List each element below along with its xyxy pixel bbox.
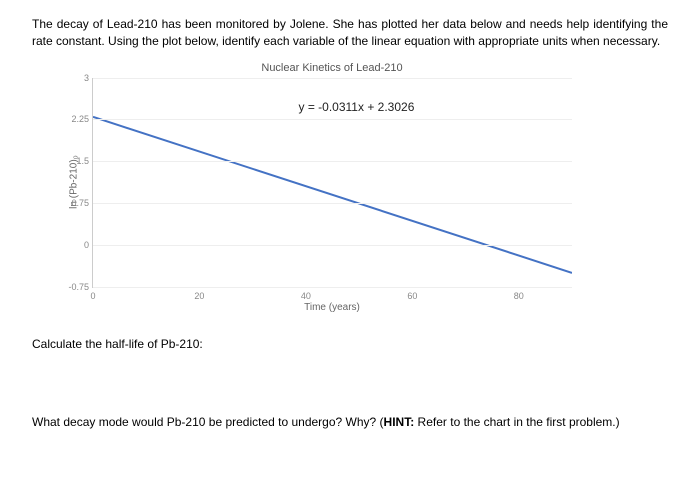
question-half-life: Calculate the half-life of Pb-210: <box>32 337 668 351</box>
y-tick-label: 2.25 <box>65 114 89 124</box>
problem-statement: The decay of Lead-210 has been monitored… <box>32 16 668 50</box>
kinetics-chart: Nuclear Kinetics of Lead-210 ln (Pb-210)… <box>92 62 572 313</box>
x-tick-label: 40 <box>301 291 311 301</box>
x-axis-label: Time (years) <box>92 302 572 313</box>
question2-text-part2: Refer to the chart in the first problem.… <box>414 415 619 429</box>
y-tick-label: 0 <box>65 240 89 250</box>
question2-text-part1: What decay mode would Pb-210 be predicte… <box>32 415 384 429</box>
y-tick-label: 0.75 <box>65 198 89 208</box>
y-tick-label: 3 <box>65 73 89 83</box>
chart-line-svg <box>93 78 572 287</box>
x-tick-label: 60 <box>407 291 417 301</box>
x-tick-label: 20 <box>194 291 204 301</box>
x-tick-label: 80 <box>514 291 524 301</box>
y-tick-label: 1.5 <box>65 156 89 166</box>
y-tick-label: -0.75 <box>65 282 89 292</box>
chart-plot-area: ln (Pb-210)₀ y = -0.0311x + 2.3026 -0.75… <box>92 78 572 288</box>
question-decay-mode: What decay mode would Pb-210 be predicte… <box>32 415 668 429</box>
x-tick-label: 0 <box>90 291 95 301</box>
chart-title: Nuclear Kinetics of Lead-210 <box>92 62 572 74</box>
hint-label: HINT: <box>384 415 415 429</box>
